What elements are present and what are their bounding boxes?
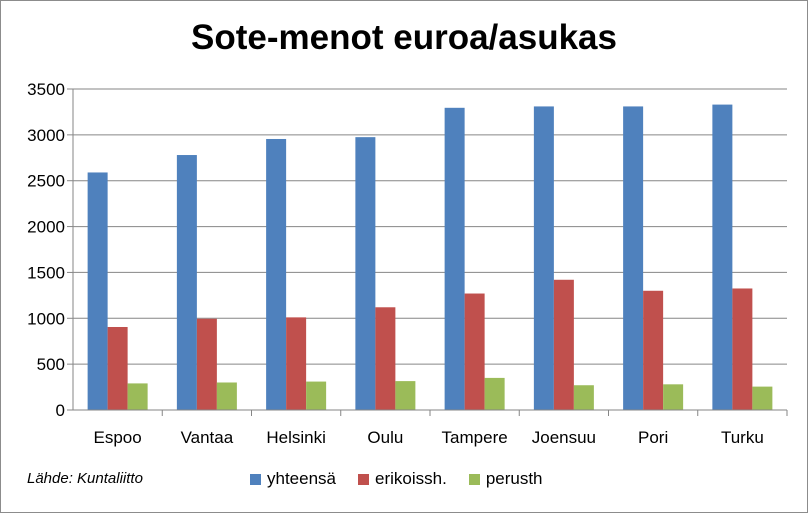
- bar-1-5: [553, 279, 574, 410]
- y-tick-label-1: 500: [37, 355, 65, 374]
- y-tick-label-0: 0: [56, 401, 65, 420]
- bar-0-3: [355, 137, 376, 410]
- bar-2-6: [663, 384, 684, 410]
- y-tick-label-7: 3500: [27, 80, 65, 99]
- bar-2-1: [216, 382, 237, 410]
- legend-label-0: yhteensä: [267, 469, 336, 488]
- bar-1-0: [107, 326, 128, 410]
- legend-label-1: erikoissh.: [375, 469, 447, 488]
- bar-0-1: [176, 155, 197, 410]
- bar-0-0: [87, 172, 108, 410]
- legend-item-2: perusth: [468, 469, 543, 489]
- bar-1-3: [375, 307, 396, 410]
- legend-item-1: erikoissh.: [358, 469, 447, 489]
- y-tick-label-6: 3000: [27, 126, 65, 145]
- bar-0-5: [533, 106, 554, 410]
- legend-label-2: perusth: [485, 469, 543, 488]
- bars: [87, 104, 773, 411]
- source-note: Lähde: Kuntaliitto: [27, 470, 143, 487]
- x-tick-label-6: Pori: [638, 428, 668, 447]
- bar-2-4: [484, 377, 505, 410]
- x-tick-label-5: Joensuu: [532, 428, 596, 447]
- y-axis-ticks: 0 500 1000 1500 2000 2500 3000 3500: [27, 80, 73, 420]
- chart-title: Sote-menot euroa/asukas: [191, 18, 617, 57]
- x-tick-label-4: Tampere: [442, 428, 508, 447]
- legend-swatch-2: [468, 473, 480, 485]
- bar-2-7: [752, 386, 773, 410]
- x-tick-label-0: Espoo: [94, 428, 142, 447]
- bar-1-6: [643, 290, 664, 410]
- x-axis-ticks: Espoo Vantaa Helsinki Oulu Tampere Joensuu Por…: [94, 410, 788, 447]
- x-tick-label-1: Vantaa: [181, 428, 234, 447]
- bar-2-2: [306, 381, 327, 410]
- y-tick-label-3: 1500: [27, 263, 65, 282]
- legend-swatch-0: [250, 473, 261, 485]
- x-tick-label-2: Helsinki: [266, 428, 326, 447]
- x-tick-label-3: Oulu: [367, 428, 403, 447]
- bar-0-7: [712, 104, 733, 410]
- bar-2-0: [127, 383, 148, 410]
- bar-0-2: [266, 138, 287, 410]
- bar-0-6: [623, 106, 644, 410]
- y-tick-label-2: 1000: [27, 309, 65, 328]
- bar-1-2: [286, 317, 307, 410]
- legend-swatch-1: [358, 473, 369, 485]
- legend: yhteensä erikoissh. perusth: [250, 469, 565, 489]
- legend-item-0: yhteensä: [250, 469, 336, 489]
- x-tick-label-7: Turku: [721, 428, 764, 447]
- y-tick-label-5: 2500: [27, 172, 65, 191]
- y-tick-label-4: 2000: [27, 218, 65, 237]
- bar-2-3: [395, 381, 416, 410]
- bar-0-4: [444, 107, 465, 411]
- bar-1-4: [464, 293, 485, 410]
- bar-2-5: [573, 385, 594, 410]
- bar-1-7: [732, 288, 753, 410]
- bar-1-1: [196, 318, 217, 410]
